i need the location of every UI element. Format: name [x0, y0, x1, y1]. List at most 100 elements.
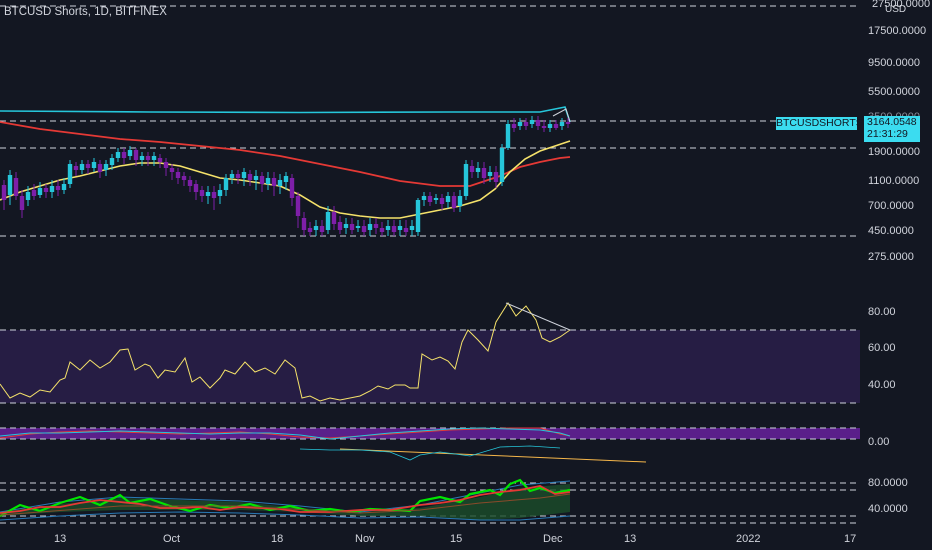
candle-body [313, 226, 319, 230]
candle-body [67, 164, 73, 184]
stoch-axis-label: 40.0000 [868, 503, 908, 515]
candle-body [397, 226, 403, 230]
candle-body [211, 192, 217, 198]
candle-body [133, 150, 139, 160]
stoch-green-line [0, 478, 571, 517]
time-axis-label: 17 [844, 533, 857, 545]
stoch-axis-label: 80.0000 [868, 477, 908, 489]
price-axis-label: 27500.0000 [872, 0, 931, 10]
macd-signal [0, 427, 571, 440]
candle-body [109, 158, 115, 165]
candle-body [271, 178, 277, 186]
macd-histogram-line [299, 445, 561, 461]
rsi-axis-label: 80.00 [868, 306, 896, 318]
candle-body [205, 192, 211, 196]
candle-body [565, 122, 571, 124]
candle-body [475, 168, 481, 172]
candle-body [325, 212, 331, 230]
candle-body [517, 122, 523, 126]
candle-body [337, 222, 343, 230]
candle-body [163, 162, 169, 168]
candle-body [535, 120, 541, 126]
bar-countdown: 21:31:29 [867, 128, 908, 140]
macd-trendline [339, 448, 647, 463]
candle-body [19, 196, 25, 210]
candle-body [169, 168, 175, 172]
candle-body [445, 196, 451, 202]
price-axis-label: 700.0000 [868, 200, 914, 212]
candle-body [61, 184, 67, 190]
candle-body [73, 166, 79, 170]
stoch-mid-line [0, 493, 571, 516]
candle-body [367, 224, 373, 230]
candle-body [523, 122, 529, 126]
rsi-trendline [505, 302, 571, 331]
candle-body [79, 164, 85, 170]
symbol-tag: BTCUSDSHORTS [776, 117, 863, 130]
candle-body [235, 174, 241, 178]
chart-title: BTCUSD Shorts, 1D, BITFINEX [4, 6, 167, 18]
candle-body [361, 226, 367, 232]
candle-body [91, 162, 97, 168]
candle-body [85, 164, 91, 168]
candle-body [343, 224, 349, 228]
candle-body [151, 156, 157, 160]
candle-body [7, 175, 13, 195]
candle-body [217, 190, 223, 196]
stoch-band-upper [0, 480, 571, 513]
candle-body [391, 226, 397, 232]
time-axis-label: 13 [624, 533, 637, 545]
candle-body [115, 152, 121, 158]
price-axis-label: 9500.0000 [868, 57, 920, 69]
candle-body [499, 148, 505, 182]
candle-body [403, 228, 409, 232]
rsi-band [0, 330, 860, 403]
time-axis-label: 18 [271, 533, 284, 545]
price-axis-label: 1100.0000 [868, 175, 920, 187]
cyan-trendline [0, 106, 571, 123]
candle-body [469, 166, 475, 172]
candle-body [301, 218, 307, 230]
candle-body [193, 184, 199, 192]
candle-body [145, 156, 151, 160]
time-axis-label: 13 [54, 533, 67, 545]
candle-body [247, 174, 253, 180]
candle-body [49, 186, 55, 192]
candle-body [229, 174, 235, 178]
price-axis-label: 275.0000 [868, 251, 914, 263]
candle-body [253, 176, 259, 180]
candle-body [349, 224, 355, 230]
time-axis-label: Dec [543, 533, 563, 545]
last-price-value: 3164.0548 [867, 116, 917, 128]
rsi-line [0, 302, 571, 402]
candle-body [127, 150, 133, 156]
candle-body [121, 152, 127, 158]
stoch-red-line [0, 485, 571, 514]
candle-body [277, 180, 283, 186]
price-axis-label: 17500.0000 [868, 25, 927, 37]
rsi-axis-label: 40.00 [868, 379, 896, 391]
candle-body [355, 226, 361, 228]
time-axis-label: Oct [163, 533, 181, 545]
candle-body [157, 158, 163, 162]
candle-body [259, 176, 265, 184]
candle-body [415, 200, 421, 232]
candle-body [439, 198, 445, 204]
candle-body [37, 188, 43, 195]
time-axis-label: 15 [450, 533, 463, 545]
candle-body [511, 124, 517, 128]
slow-moving-average [0, 121, 571, 187]
time-axis-label: Nov [355, 533, 375, 545]
candle-body [457, 196, 463, 206]
candle-body [559, 122, 565, 126]
candle-body [97, 164, 103, 172]
candle-body [175, 172, 181, 178]
currency-label: USD [885, 4, 907, 15]
candle-body [181, 176, 187, 180]
candle-body [553, 124, 559, 128]
candle-body [409, 226, 415, 230]
candle-body [379, 228, 385, 232]
candle-body [265, 178, 271, 184]
price-axis-label: 450.0000 [868, 225, 914, 237]
